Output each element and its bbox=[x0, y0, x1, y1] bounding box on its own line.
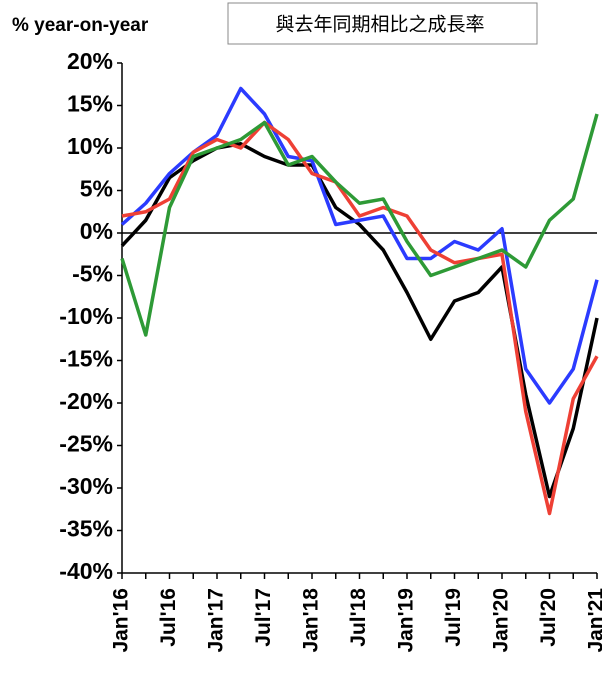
y-tick-label: 10% bbox=[67, 133, 113, 159]
x-tick-label: Jul'19 bbox=[442, 588, 465, 647]
x-tick-label: Jan'20 bbox=[490, 588, 513, 653]
x-tick-label: Jul'20 bbox=[537, 588, 560, 647]
y-tick-label: -15% bbox=[59, 346, 113, 372]
series-line bbox=[121, 120, 599, 516]
y-tick-label: -35% bbox=[59, 516, 113, 542]
y-tick-label: -40% bbox=[59, 558, 113, 584]
x-tick-label: Jan'18 bbox=[300, 588, 323, 653]
y-tick-label: -25% bbox=[59, 431, 113, 457]
x-tick-label: Jan'21 bbox=[585, 588, 602, 653]
x-tick-label: Jan'17 bbox=[205, 588, 228, 653]
chart-title: 與去年同期相比之成長率 bbox=[275, 14, 484, 36]
x-tick-label: Jan'19 bbox=[395, 588, 418, 653]
x-tick-label: Jul'18 bbox=[347, 588, 370, 647]
y-axis-title: % year-on-year bbox=[12, 15, 149, 36]
y-tick-label: -30% bbox=[59, 473, 113, 499]
y-tick-label: -10% bbox=[59, 303, 113, 329]
series-line bbox=[120, 113, 599, 337]
series-line bbox=[120, 142, 599, 499]
y-tick-label: -20% bbox=[59, 388, 113, 414]
x-tick-label: Jul'17 bbox=[252, 588, 275, 647]
title-box bbox=[227, 2, 538, 45]
y-tick-label: 5% bbox=[80, 176, 113, 202]
x-tick-label: Jan'16 bbox=[110, 588, 133, 653]
x-tick-label: Jul'16 bbox=[157, 588, 180, 647]
y-tick-label: 0% bbox=[80, 218, 113, 244]
series-line bbox=[120, 86, 599, 405]
y-tick-label: -5% bbox=[72, 261, 113, 287]
y-tick-label: 15% bbox=[67, 91, 113, 117]
y-tick-label: 20% bbox=[67, 48, 113, 74]
